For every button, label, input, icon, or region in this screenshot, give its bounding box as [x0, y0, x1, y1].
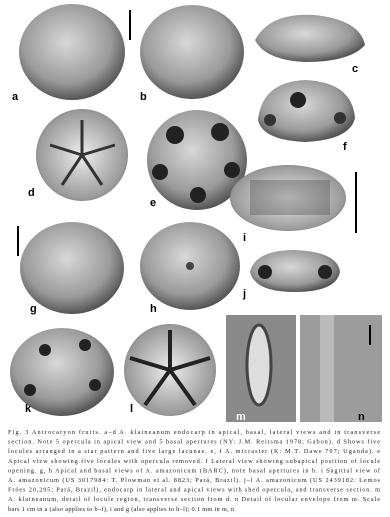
caption-line: A. amazonicum (US 3017984: T. Plowman et…	[8, 477, 381, 484]
caption-line: Fig. 3 Antrocaryon fruits. a–d A. klaine…	[8, 429, 380, 436]
panel-label: g	[30, 303, 37, 315]
caption-line: Fróes 20,295; Pará, Brazil), endocarp in…	[8, 487, 380, 494]
panel-label: h	[150, 303, 157, 315]
panel-label: e	[150, 197, 156, 209]
panel-label: c	[352, 63, 358, 75]
panel-label: j	[242, 288, 246, 300]
panel-label: b	[140, 91, 147, 103]
photos	[10, 4, 382, 422]
panel-label: m	[236, 411, 246, 423]
caption-line: section. Note 5 opercula in apical view …	[8, 439, 380, 446]
caption-line: Apical view showing five locules with op…	[8, 458, 380, 465]
caption-line: bars 1 cm in a (also applies to b–f), i …	[8, 506, 235, 513]
panel-label: l	[130, 403, 133, 415]
panel-label: a	[12, 91, 19, 103]
caption-line: A. klaineanum, detail of locule region, …	[8, 496, 380, 503]
panel-label: n	[358, 411, 365, 423]
caption-line: opening. g, h Apical and basal views of …	[8, 467, 381, 474]
panel-label: k	[25, 403, 32, 415]
panel-label: f	[343, 141, 347, 153]
scale-bars	[17, 10, 371, 345]
panel-label: d	[28, 187, 35, 199]
caption-line: locules arranged in a star pattern and f…	[8, 448, 380, 455]
panel-label: i	[243, 232, 246, 244]
